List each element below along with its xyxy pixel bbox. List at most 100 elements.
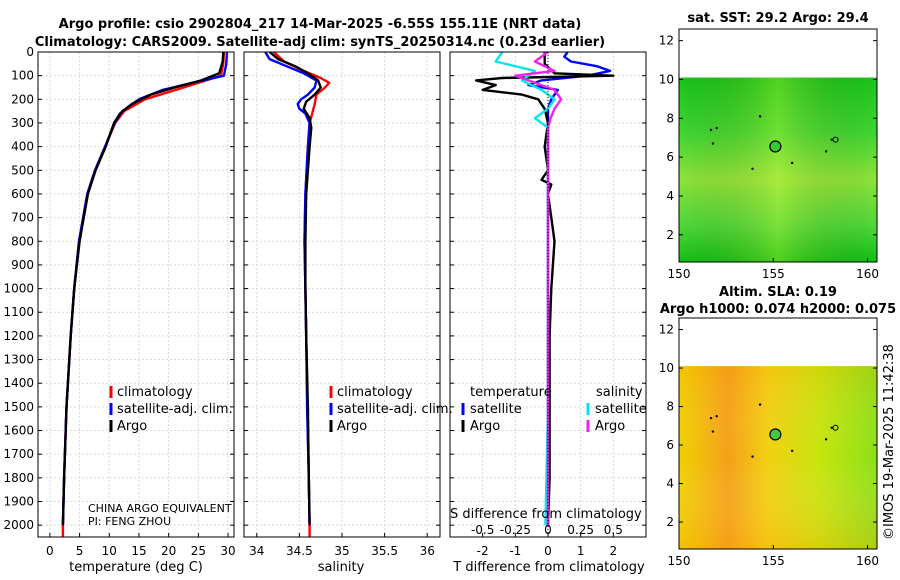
x-tick-label: 5 <box>76 544 84 558</box>
map-y-tick-label: 8 <box>666 111 674 125</box>
island-speck <box>709 416 713 420</box>
island-speck <box>709 128 713 132</box>
x-tick-label: 35 <box>334 544 349 558</box>
series-line-temperature-argo <box>474 52 615 526</box>
x-tick-label: 0 <box>46 544 54 558</box>
x-tick-label: 35.5 <box>371 544 398 558</box>
series-line-climatology <box>61 51 226 537</box>
x-tick-label: 25 <box>191 544 206 558</box>
island-speck <box>790 161 794 165</box>
difference-legend: temperature satellite Argo salinity sate… <box>461 385 647 434</box>
x-tick-label: 2 <box>610 544 618 558</box>
y-tick-label: 100 <box>11 69 34 83</box>
timestamp: ©IMOS 19-Mar-2025 11:42:38 <box>882 344 897 540</box>
map-x-tick-label: 160 <box>856 554 879 568</box>
y-tick-label: 400 <box>11 140 34 154</box>
y-tick-label: 1700 <box>3 447 34 461</box>
temperature-xlabel: temperature (deg C) <box>69 560 203 575</box>
diff-legend-sal-satellite-label: satellite <box>595 402 647 417</box>
y-tick-label: 1200 <box>3 329 34 343</box>
y-tick-label: 1600 <box>3 424 34 438</box>
s-tick-label: -0.5 <box>471 523 494 537</box>
map-y-tick-label: 4 <box>666 189 674 203</box>
s-tick-label: 0 <box>544 523 552 537</box>
y-tick-label: 2000 <box>3 518 34 532</box>
map-x-tick-label: 155 <box>762 554 785 568</box>
island-speck <box>711 430 715 433</box>
y-tick-label: 1500 <box>3 400 34 414</box>
map-y-tick-label: 10 <box>659 361 674 375</box>
y-tick-label: 1800 <box>3 471 34 485</box>
diff-legend-sal-head: salinity <box>596 385 643 400</box>
profile-location-marker <box>769 428 782 441</box>
salinity-panel: 34 34.5 35 35.5 36 <box>243 51 441 558</box>
x-tick-label: -2 <box>477 544 489 558</box>
map-x-tick-label: 150 <box>668 554 691 568</box>
x-tick-label: 0 <box>544 544 552 558</box>
map-y-tick-label: 10 <box>659 72 674 86</box>
island-speck <box>830 426 833 429</box>
diff-legend-temp-satellite-label: satellite <box>470 402 522 417</box>
map-y-tick-label: 12 <box>659 34 674 48</box>
credit-line1: CHINA ARGO EQUIVALENT <box>88 502 232 515</box>
profile-location-marker <box>769 140 782 153</box>
plot-frame <box>37 51 235 538</box>
legend-climatology-label: climatology <box>117 385 193 400</box>
island-speck <box>715 126 718 130</box>
series-line-salinity-argo <box>514 51 563 526</box>
series-line-salinity-satellite <box>494 51 556 526</box>
salinity-legend: climatology satellite-adj. clim. Argo <box>329 385 453 434</box>
s-tick-label: -0.25 <box>500 523 531 537</box>
x-tick-label: -1 <box>509 544 521 558</box>
map-field-shade <box>679 366 877 549</box>
map-frame <box>678 317 878 550</box>
series-line-argo <box>61 51 225 526</box>
map-y-tick-label: 6 <box>666 150 674 164</box>
x-tick-label: 20 <box>161 544 176 558</box>
legend-satellite-label: satellite-adj. clim. <box>117 402 233 417</box>
sst-map-title: sat. SST: 29.2 Argo: 29.4 <box>687 11 868 26</box>
island-speck <box>758 403 762 406</box>
diff-legend-temp-head: temperature <box>470 385 552 400</box>
map-x-tick-label: 150 <box>668 267 691 281</box>
map-y-tick-label: 12 <box>659 323 674 337</box>
sla-map-title: Altim. SLA: 0.19 <box>719 285 837 300</box>
sla-map: 2 4 6 8 10 12 150 155 160 <box>659 317 879 568</box>
sal-legend-satellite-label: satellite-adj. clim. <box>337 402 453 417</box>
y-tick-label: 0 <box>26 45 34 59</box>
legend-argo-label: Argo <box>117 419 147 434</box>
y-tick-label: 1900 <box>3 495 34 509</box>
figure-title-line2: Climatology: CARS2009. Satellite-adj cli… <box>35 35 605 50</box>
difference-xlabel: T difference from climatology <box>452 560 645 575</box>
sal-legend-climatology-label: climatology <box>337 385 413 400</box>
map-y-tick-label: 2 <box>666 515 674 529</box>
island-speck <box>824 438 828 441</box>
map-x-tick-label: 160 <box>856 267 879 281</box>
y-tick-label: 900 <box>11 258 34 272</box>
s-difference-label: S difference from climatology <box>450 507 642 522</box>
temperature-legend: climatology satellite-adj. clim. Argo <box>109 385 233 434</box>
island-outline <box>832 136 839 143</box>
map-y-tick-label: 4 <box>666 477 674 491</box>
map-y-tick-label: 6 <box>666 438 674 452</box>
credit-line2: PI: FENG ZHOU <box>88 515 171 528</box>
y-tick-label: 200 <box>11 92 34 106</box>
map-frame <box>678 28 878 263</box>
s-difference-ticks: -0.5 -0.25 0 0.25 0.5 <box>471 523 623 537</box>
sla-map-subtitle: Argo h1000: 0.074 h2000: 0.075 <box>660 302 896 317</box>
sal-legend-argo-label: Argo <box>337 419 367 434</box>
map-field-shade <box>679 77 877 263</box>
figure-title-line1: Argo profile: csio 2902804_217 14-Mar-20… <box>59 17 582 32</box>
y-tick-label: 600 <box>11 187 34 201</box>
y-tick-label: 800 <box>11 234 34 248</box>
y-tick-label: 1100 <box>3 305 34 319</box>
y-tick-label: 500 <box>11 163 34 177</box>
x-tick-label: 15 <box>131 544 146 558</box>
x-tick-label: 30 <box>220 544 235 558</box>
island-outline <box>832 424 839 431</box>
x-tick-label: 34 <box>249 544 264 558</box>
map-x-tick-label: 155 <box>762 267 785 281</box>
temperature-panel: 0100200300400500600700800900100011001200… <box>3 45 235 558</box>
salinity-xlabel: salinity <box>318 560 365 575</box>
island-speck <box>751 455 754 458</box>
